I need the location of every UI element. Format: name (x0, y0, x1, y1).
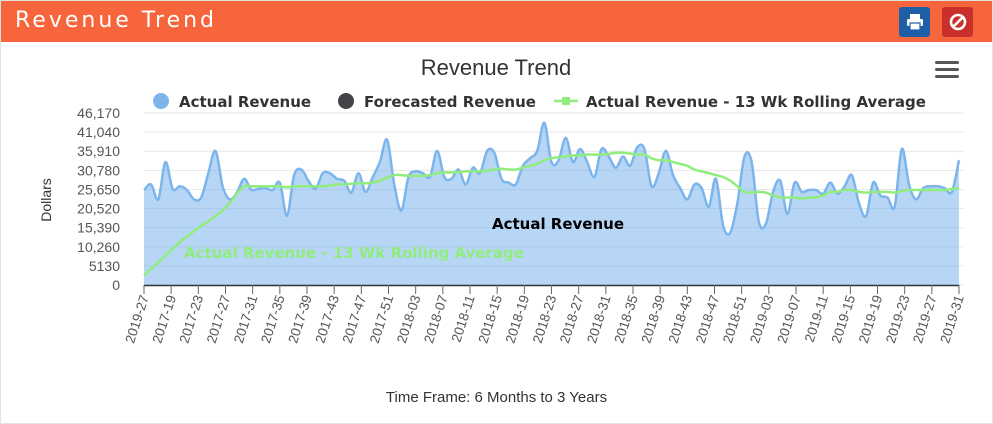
x-tick-label: 2018-23 (530, 293, 560, 345)
legend-item[interactable]: Actual Revenue (153, 93, 311, 111)
x-tick-label: 2019-31 (937, 293, 967, 345)
time-frame-label: Time Frame: 6 Months to 3 Years (385, 389, 608, 406)
x-tick-label: 2018-15 (475, 293, 505, 345)
x-tick-label: 2018-03 (394, 293, 424, 345)
x-tick-label: 2017-51 (367, 293, 397, 345)
x-tick-label: 2017-35 (258, 293, 288, 345)
x-tick-label: 2019-07 (774, 293, 804, 345)
actual-revenue-annotation: Actual Revenue (492, 215, 624, 233)
panel-title: Revenue Trend (15, 8, 218, 33)
legend-marker-icon (338, 93, 354, 109)
x-tick-label: 2018-07 (421, 293, 451, 345)
chart-legend: Actual Revenue Forecasted Revenue Actual R… (153, 93, 926, 111)
legend-marker-icon (153, 93, 169, 109)
y-tick-label: 41,040 (77, 124, 120, 140)
revenue-trend-chart: Revenue Trend Actual Revenue Forecasted R… (38, 55, 967, 345)
x-tick-label: 2019-03 (747, 293, 777, 345)
x-tick-label: 2017-43 (312, 293, 342, 345)
x-tick-label: 2018-47 (693, 293, 723, 345)
x-tick-label: 2019-27 (122, 293, 152, 345)
x-tick-label: 2019-19 (856, 293, 886, 345)
actual-revenue-area (144, 122, 959, 285)
ban-icon (949, 13, 967, 31)
legend-marker-icon (562, 97, 570, 105)
x-tick-label: 2017-31 (231, 293, 261, 345)
legend-item[interactable]: Forecasted Revenue (338, 93, 536, 111)
print-button[interactable] (899, 7, 930, 37)
x-tick-label: 2018-19 (503, 293, 533, 345)
y-tick-label: 5130 (89, 258, 120, 274)
x-tick-label: 2018-51 (720, 293, 750, 345)
y-tick-label: 10,260 (77, 239, 120, 255)
y-tick-label: 25,650 (77, 181, 120, 197)
legend-label: Forecasted Revenue (364, 93, 536, 111)
series-annotations: Actual Revenue Actual Revenue - 13 Wk Rol… (184, 215, 624, 262)
x-tick-label: 2017-23 (177, 293, 207, 345)
y-tick-label: 20,520 (77, 201, 120, 217)
y-tick-label: 0 (112, 277, 120, 293)
x-tick-label: 2018-31 (584, 293, 614, 345)
x-tick-label: 2018-43 (666, 293, 696, 345)
x-tick-label: 2017-47 (340, 293, 370, 345)
legend-label: Actual Revenue (179, 93, 311, 111)
y-tick-label: 30,780 (77, 162, 120, 178)
y-tick-label: 15,390 (77, 220, 120, 236)
cancel-button[interactable] (942, 7, 973, 37)
legend-item[interactable]: Actual Revenue - 13 Wk Rolling Average (554, 93, 926, 111)
y-tick-label: 46,170 (77, 105, 120, 121)
x-tick-label: 2019-23 (883, 293, 913, 345)
x-tick-label: 2017-19 (149, 293, 179, 345)
x-tick-label: 2018-11 (449, 293, 478, 344)
y-tick-label: 35,910 (77, 143, 120, 159)
chart-menu-icon[interactable] (935, 61, 959, 81)
x-tick-label: 2018-27 (557, 293, 587, 345)
rolling-average-line (143, 151, 960, 277)
x-tick-label: 2019-15 (829, 293, 859, 345)
x-tick-label: 2018-35 (611, 293, 641, 345)
x-axis: 2019-272017-192017-232017-272017-312017-… (122, 284, 967, 345)
x-tick-label: 2017-39 (285, 293, 315, 345)
actual-revenue-line (143, 121, 961, 236)
series-group (143, 121, 961, 285)
x-tick-label: 2019-27 (910, 293, 940, 345)
x-tick-label: 2019-11 (802, 293, 831, 344)
rolling-average-annotation: Actual Revenue - 13 Wk Rolling Average (184, 244, 524, 262)
y-axis-label: Dollars (38, 178, 54, 222)
chart-title: Revenue Trend (421, 55, 571, 80)
legend-label: Actual Revenue - 13 Wk Rolling Average (586, 93, 926, 111)
x-tick-label: 2018-39 (638, 293, 668, 345)
print-icon (907, 14, 923, 31)
x-tick-label: 2017-27 (204, 293, 234, 345)
panel-header: Revenue Trend (1, 1, 992, 42)
y-axis: 0 5130 10,260 15,390 20,520 25,650 30,780 35,91… (77, 105, 120, 293)
